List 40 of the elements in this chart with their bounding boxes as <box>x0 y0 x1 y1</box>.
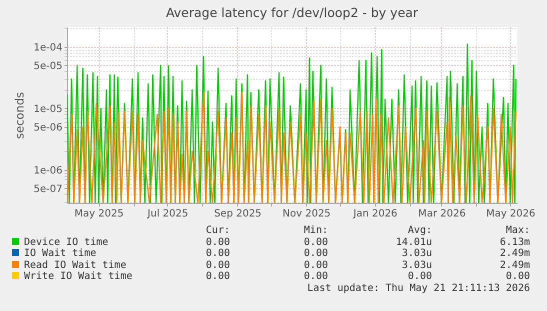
text: Last update: Thu May 21 21:11:13 2026 <box>306 282 530 295</box>
text: 0.00 <box>204 260 230 272</box>
text: 14.01u <box>394 236 432 248</box>
x-tick-label: May 2026 <box>486 208 536 220</box>
text: 6.13m <box>498 236 530 248</box>
y-tick-label: 5e-05 <box>34 60 62 72</box>
x-tick-label: May 2025 <box>74 208 124 220</box>
text: 3.03u <box>400 248 432 260</box>
x-tick-label: Sep 2025 <box>214 208 262 220</box>
text: Avg: <box>406 225 432 237</box>
text: 0.00 <box>302 236 328 248</box>
y-tick-label: 1e-06 <box>34 165 62 176</box>
legend-label: IO Wait time <box>23 248 98 260</box>
text: 0.00 <box>504 271 530 283</box>
legend-label: Device IO time <box>23 236 110 248</box>
text: 3.03u <box>400 260 432 272</box>
text: Max: <box>504 225 530 237</box>
text: 0.00 <box>204 271 230 283</box>
text: 0.00 <box>406 271 432 283</box>
x-tick-label: Nov 2025 <box>282 208 331 220</box>
legend-label: Read IO Wait time <box>23 260 128 271</box>
text: 0.00 <box>302 271 328 283</box>
text: 0.00 <box>302 260 328 272</box>
text: 0.00 <box>204 236 230 248</box>
text: 2.49m <box>498 260 530 272</box>
legend-label: Write IO Wait time <box>23 271 134 283</box>
y-tick-label: 1e-05 <box>34 104 62 115</box>
text: 2.49m <box>498 248 530 260</box>
text: Cur: <box>204 225 230 237</box>
text: 0.00 <box>204 248 230 260</box>
x-tick-label: Jan 2026 <box>352 208 398 220</box>
text: Min: <box>302 225 328 237</box>
y-tick-label: 1e-04 <box>34 42 62 54</box>
text: 0.00 <box>302 248 328 260</box>
y-tick-label: 5e-07 <box>34 184 62 195</box>
x-tick-label: Mar 2026 <box>418 208 466 220</box>
chart-title: Average latency for /dev/loop2 - by year <box>166 4 419 20</box>
y-axis-title: seconds <box>12 92 27 140</box>
x-tick-label: Jul 2025 <box>146 208 188 220</box>
y-tick-label: 5e-06 <box>34 122 62 134</box>
